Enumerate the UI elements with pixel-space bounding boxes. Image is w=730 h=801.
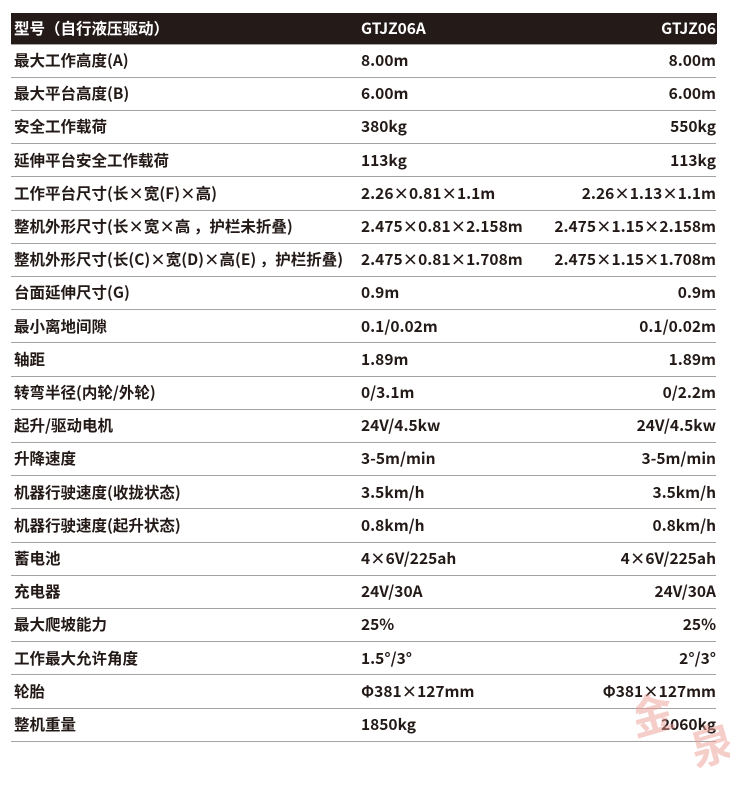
svg-text:泉: 泉 xyxy=(685,717,730,776)
svg-text:金: 金 xyxy=(636,687,680,746)
